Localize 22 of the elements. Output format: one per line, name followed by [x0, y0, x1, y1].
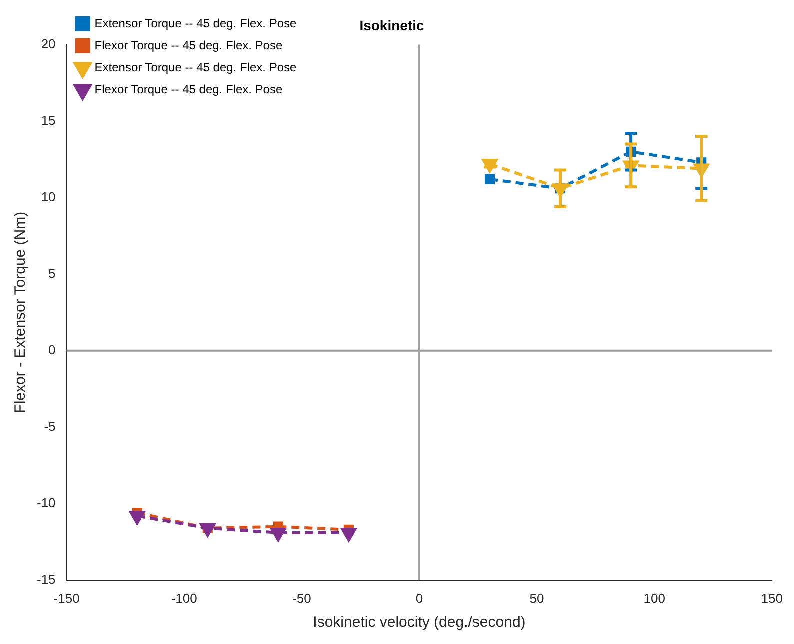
- x-tick-label: 100: [644, 590, 666, 606]
- legend-label: Extensor Torque -- 45 deg. Flex. Pose: [94, 16, 297, 30]
- y-axis-title: Flexor - Extensor Torque (Nm): [12, 212, 30, 414]
- y-tick-label: -5: [44, 418, 56, 434]
- legend-label: Flexor Torque -- 45 deg. Flex. Pose: [94, 82, 283, 96]
- x-tick-label: 150: [761, 590, 784, 606]
- legend-label: Flexor Torque -- 45 deg. Flex. Pose: [94, 38, 283, 52]
- x-tick-label: -50: [292, 590, 312, 606]
- y-tick-label: 5: [48, 266, 56, 281]
- y-tick-label: 15: [41, 112, 56, 128]
- chart-title: Isokinetic: [360, 17, 424, 34]
- y-tick-label: 10: [41, 189, 56, 204]
- x-tick-label: 0: [416, 590, 424, 606]
- x-tick-label: -100: [171, 590, 198, 606]
- x-tick-label: 50: [530, 590, 544, 606]
- x-tick-label: -150: [54, 590, 80, 606]
- legend-label: Extensor Torque -- 45 deg. Flex. Pose: [94, 60, 297, 74]
- y-tick-label: 0: [48, 342, 56, 358]
- y-tick-label: -10: [36, 495, 56, 510]
- y-tick-label: -15: [36, 572, 56, 587]
- y-tick-label: 20: [41, 36, 56, 52]
- x-axis-title: Isokinetic velocity (deg./second): [313, 614, 526, 632]
